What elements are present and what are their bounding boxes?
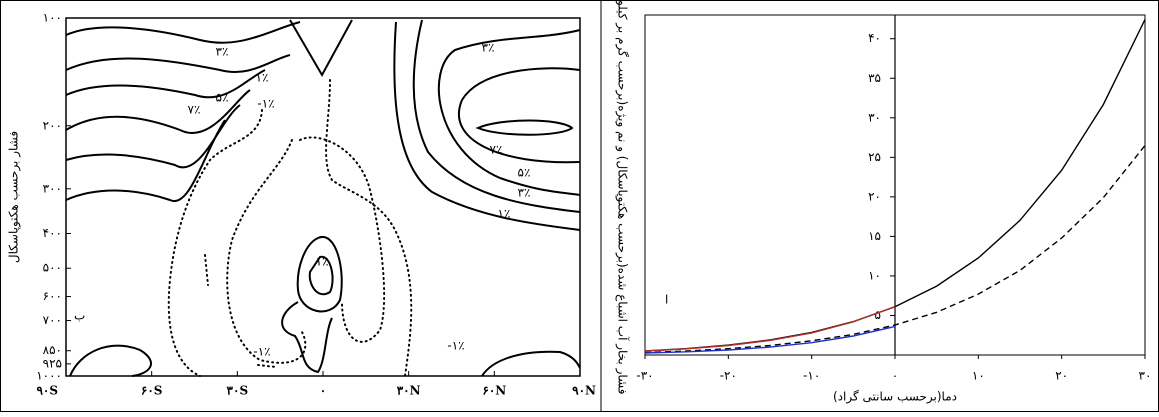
contour-line <box>437 29 581 196</box>
y-tick-label: ۵ <box>875 308 881 322</box>
contour-label: -۱٪ <box>257 97 274 111</box>
x-tick-label: ۶۰N <box>482 384 506 398</box>
line-panel: ۵ ۱۰ ۱۵ ۲۰ ۲۵ ۳۰ ۳۵ ۴۰ -۳۰ -۲۰ -۱۰ ۰ ۱۰ ۲۰ ۳۰ دما(برحسب… <box>615 0 1152 405</box>
contour-line <box>65 119 226 203</box>
y-tick-label: ۱۰ <box>868 268 881 282</box>
y-tick-label: ۷۰۰ <box>43 313 62 327</box>
dotted-contour <box>204 254 209 286</box>
contour-label: -۱٪ <box>253 345 270 359</box>
x-tick-label: ۲۰ <box>1055 369 1068 383</box>
contour-line <box>65 69 266 99</box>
contour-line <box>457 67 581 164</box>
contour-line <box>481 350 581 377</box>
y-tick-label: ۱۰۰ <box>43 11 62 25</box>
dotted-contour <box>226 139 307 364</box>
dotted-contour <box>299 136 386 343</box>
contour-label: ۳٪ <box>482 41 495 55</box>
y-tick-label: ۳۰۰ <box>43 181 62 195</box>
x-tick-label: ۱۰ <box>972 369 985 383</box>
y-tick-label: ۴۰۰ <box>43 226 62 240</box>
y-tick-label: ۶۰۰ <box>43 289 62 303</box>
y-tick-label: ۸۵۰ <box>43 343 62 357</box>
contour-line <box>65 54 291 73</box>
y-tick-label: ۱۵ <box>868 229 881 243</box>
x-tick-label: ۳۰N <box>397 384 421 398</box>
contour-label: ۳٪ <box>518 186 531 200</box>
y-tick-label: ۱۰۰۰ <box>36 369 62 383</box>
contour-line <box>475 119 574 136</box>
series-line <box>644 306 896 352</box>
y-axis-label: فشار بخار آب اشباع شده(برحسب هکتوپاسکال)… <box>615 0 631 394</box>
x-tick-label: -۳۰ <box>636 369 653 383</box>
x-tick-label: -۱۰ <box>803 369 820 383</box>
x-tick-label: ۳۰ <box>1139 369 1152 383</box>
contour-label: ۷٪ <box>188 103 201 117</box>
y-tick-label: ۲۵ <box>868 150 881 164</box>
contour-label: ۷٪ <box>490 143 503 157</box>
y-tick-label: ۳۰ <box>868 110 881 124</box>
contour-line <box>65 89 251 134</box>
contour-label: ۱٪ <box>256 71 269 85</box>
series-line <box>644 325 896 354</box>
x-tick-label: ۹۰S <box>36 384 58 398</box>
y-tick-label: ۹۲۵ <box>43 356 62 370</box>
y-tick-label: ۴۰ <box>868 31 881 45</box>
contour-label: ۵٪ <box>518 166 531 180</box>
series-line <box>644 145 1146 354</box>
y-tick-label: ۲۰ <box>868 189 881 203</box>
contour-line <box>393 21 581 231</box>
y-tick-label: ۲۰۰ <box>43 118 62 132</box>
contour-label: ۱٪ <box>498 207 511 221</box>
dotted-contour <box>257 364 277 368</box>
panel-label: ب <box>74 309 85 323</box>
x-tick-label: ۹۰N <box>572 384 596 398</box>
contour-line <box>296 236 343 313</box>
x-axis-label: دما(برحسب سانتی گراد) <box>833 390 957 405</box>
contour-label: -۱٪ <box>447 339 464 353</box>
x-tick-label: ۳۰S <box>227 384 249 398</box>
y-tick-label: ۵۰۰ <box>43 261 62 275</box>
contour-line <box>289 19 353 78</box>
contour-line <box>308 255 334 296</box>
x-tick-label: ۶۰S <box>141 384 163 398</box>
dotted-contour <box>325 79 413 377</box>
x-tick-label: ۰ <box>320 384 326 398</box>
contour-label: ۳٪ <box>216 45 229 59</box>
contour-line <box>69 344 152 377</box>
contour-label: ۱٪ <box>316 255 329 269</box>
dotted-contour <box>167 109 263 377</box>
contour-line <box>281 301 333 374</box>
panel-label: ا <box>665 293 668 307</box>
x-tick-label: ۰ <box>892 369 898 383</box>
contour-line <box>412 19 581 213</box>
contour-line <box>65 104 241 169</box>
contours <box>65 19 581 377</box>
contour-line <box>65 21 301 44</box>
x-tick-label: -۲۰ <box>720 369 737 383</box>
y-tick-label: ۳۵ <box>868 71 881 85</box>
y-axis-label: فشار برحسب هکتوپاسکال <box>7 131 22 263</box>
contour-label: ۵٪ <box>216 91 229 105</box>
